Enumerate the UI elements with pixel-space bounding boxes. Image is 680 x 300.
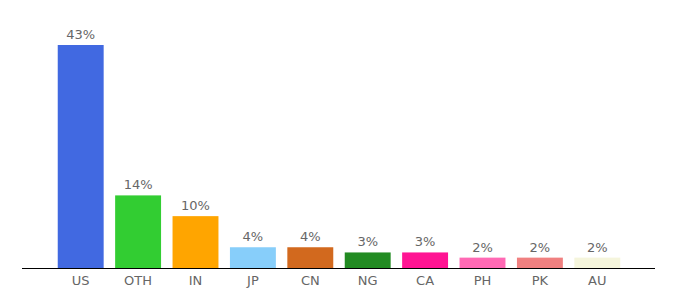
data-label: 4% (300, 229, 321, 244)
data-label: 14% (124, 177, 153, 192)
data-label: 2% (472, 240, 493, 255)
bars (58, 45, 621, 268)
bar (460, 258, 506, 268)
data-label: 3% (415, 234, 436, 249)
bar (58, 45, 104, 268)
data-label: 3% (357, 234, 378, 249)
data-label: 2% (530, 240, 551, 255)
bar (115, 195, 161, 268)
bar (230, 247, 276, 268)
x-tick-label: OTH (124, 273, 152, 288)
chart: US OTH IN JP CN NG CA PH PK AU 43% 14% 10% 4% 4% 3% 3% 2%… (0, 0, 680, 300)
bar (345, 252, 391, 268)
data-label: 43% (66, 27, 95, 42)
x-tick-label: AU (588, 273, 606, 288)
x-tick-label: CN (301, 273, 320, 288)
x-tick-label: NG (358, 273, 378, 288)
x-axis-line (22, 268, 655, 269)
data-label: 2% (587, 240, 608, 255)
x-tick-label: JP (246, 273, 259, 288)
x-tick-label: PK (532, 273, 549, 288)
data-label: 10% (181, 198, 210, 213)
x-tick-label: PH (474, 273, 492, 288)
x-tick-label: CA (416, 273, 434, 288)
bar (402, 252, 448, 268)
bar (287, 247, 333, 268)
x-tick-label: US (72, 273, 90, 288)
data-label: 4% (243, 229, 264, 244)
bar (517, 258, 563, 268)
bar (574, 258, 620, 268)
bar (173, 216, 219, 268)
x-tick-label: IN (189, 273, 203, 288)
